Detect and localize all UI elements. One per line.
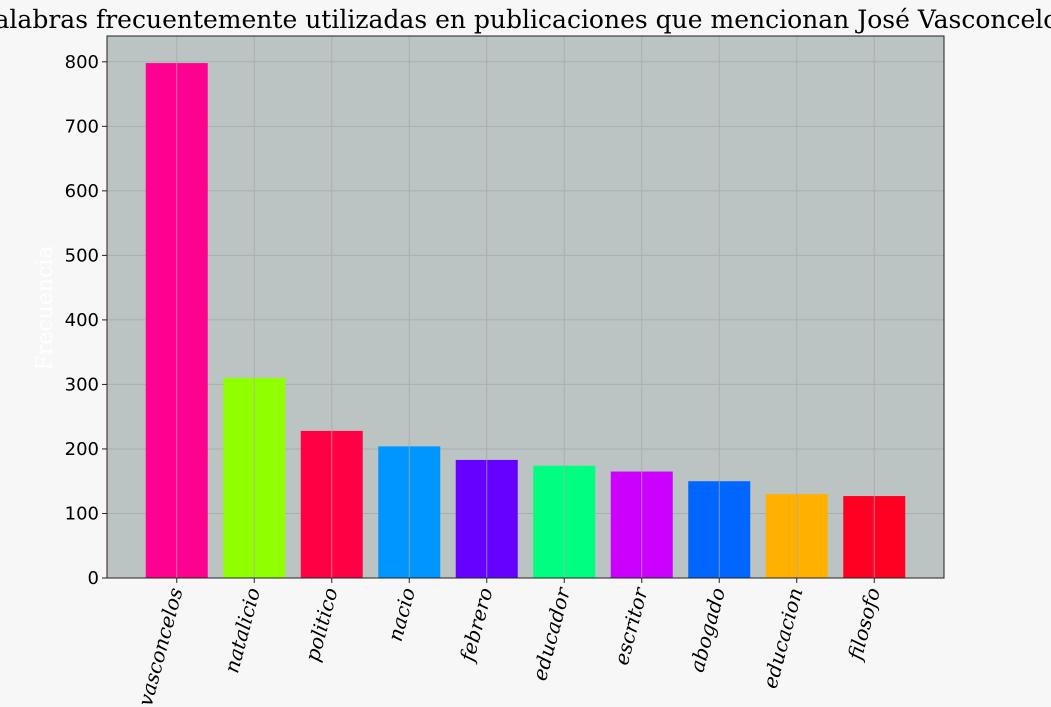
chart-title: Palabras frecuentemente utilizadas en pu…: [0, 5, 1051, 34]
y-tick-label: 800: [65, 52, 99, 73]
y-tick-label: 0: [88, 568, 99, 589]
y-tick-label: 600: [65, 181, 99, 202]
y-tick-label: 500: [65, 245, 99, 266]
y-tick-label: 100: [65, 503, 99, 524]
bars: [145, 63, 906, 579]
y-tick-label: 400: [65, 310, 99, 331]
y-tick-label: 300: [65, 374, 99, 395]
plot-frame: [106, 35, 945, 579]
y-tick-label: 700: [65, 116, 99, 137]
y-axis-label: Frecuencia: [33, 246, 58, 371]
y-axis: 0 100 200 300 400 500 600 700 800: [65, 52, 107, 589]
y-tick-label: 200: [65, 439, 99, 460]
